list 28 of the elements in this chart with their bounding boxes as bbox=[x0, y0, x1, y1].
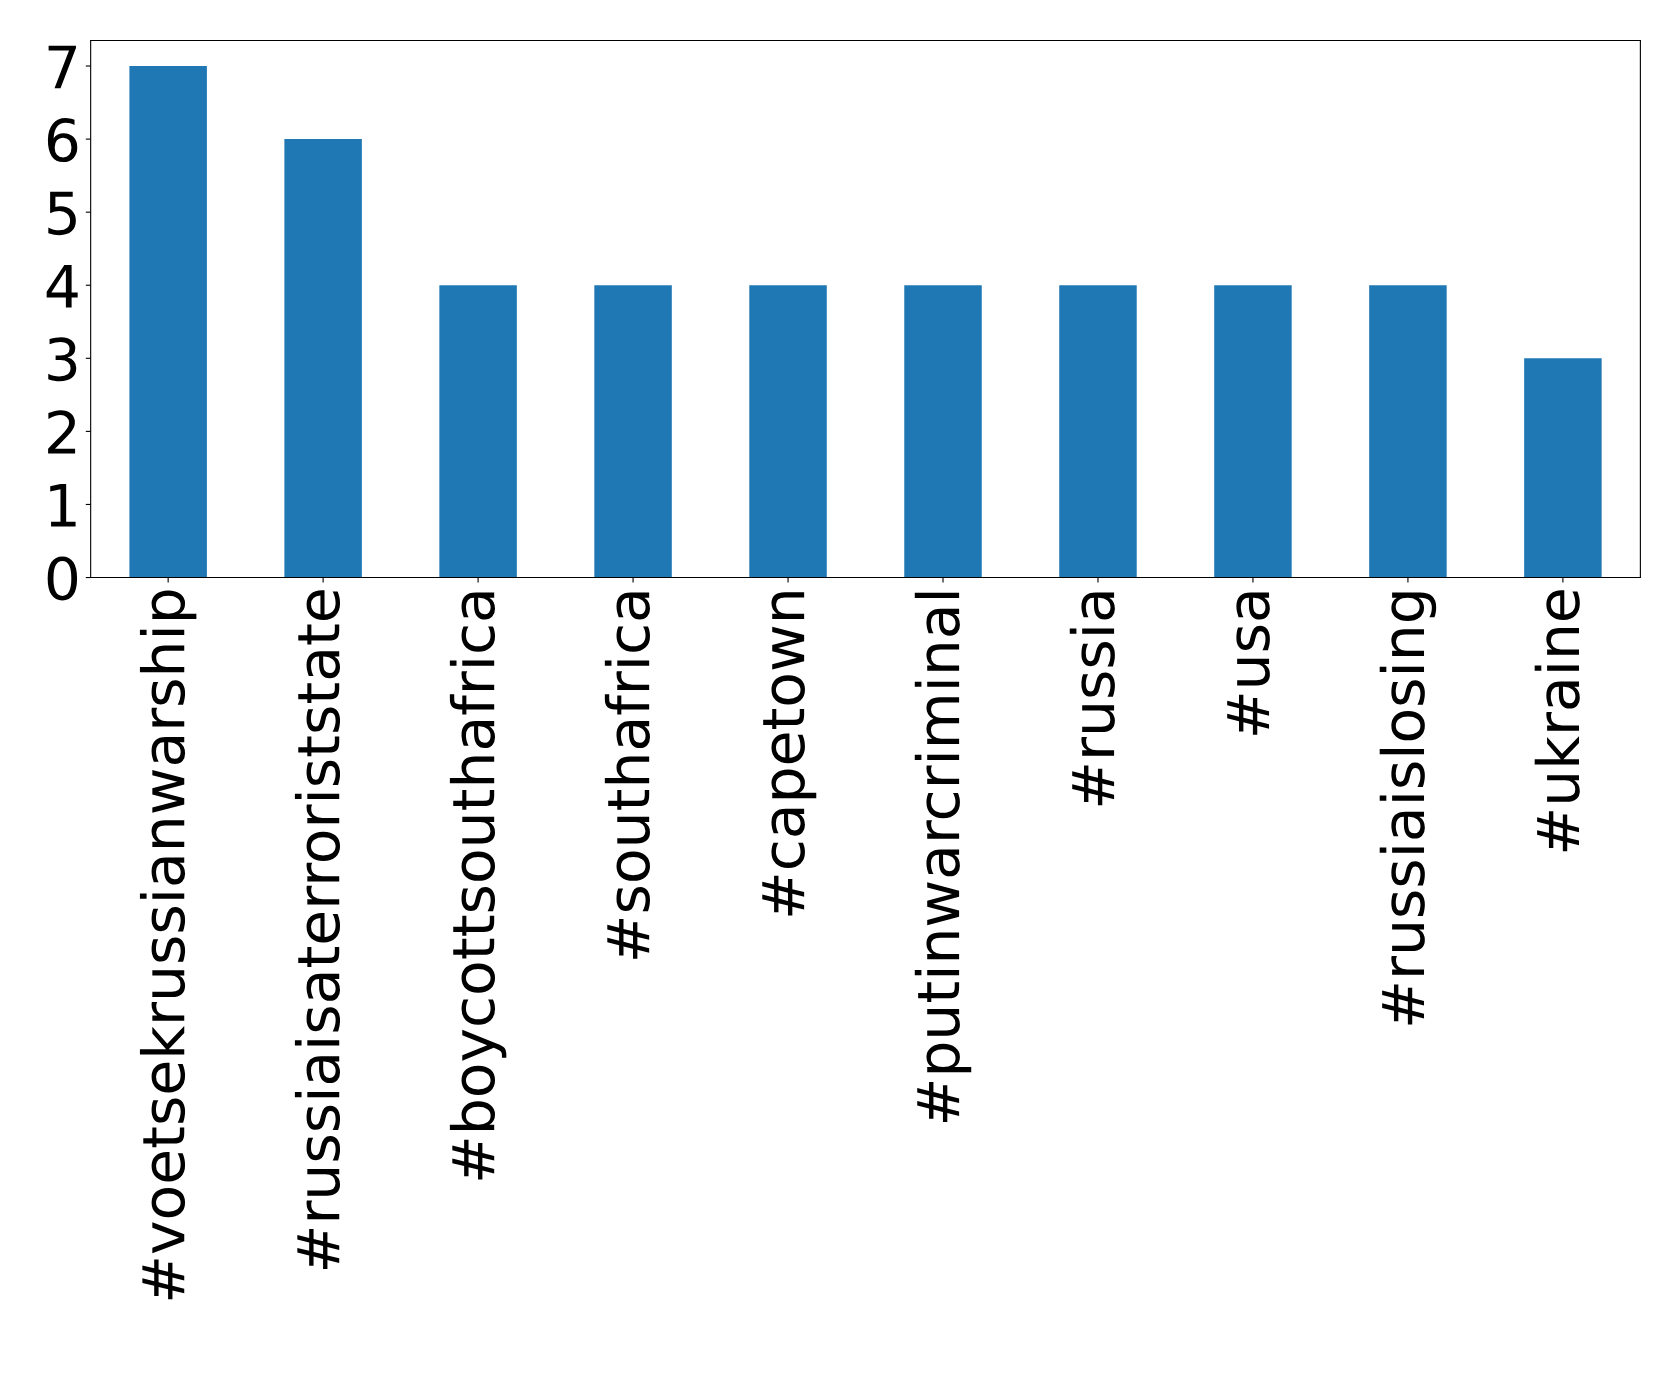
bar bbox=[1524, 358, 1602, 578]
bar bbox=[1059, 285, 1137, 578]
y-tick-label: 0 bbox=[47, 556, 78, 601]
x-tick-label: #russiaisaterroriststate bbox=[294, 590, 341, 1269]
y-tick-label: 1 bbox=[50, 484, 76, 527]
bar bbox=[1214, 285, 1292, 578]
x-tick-label: #russia bbox=[1069, 592, 1115, 806]
x-tick-label: #putinwarcriminal bbox=[914, 592, 972, 1122]
bar bbox=[594, 285, 672, 578]
bar bbox=[439, 285, 517, 578]
bar bbox=[1369, 285, 1447, 578]
y-tick-label: 3 bbox=[48, 337, 77, 382]
bar bbox=[749, 285, 827, 578]
x-tick-label: #usa bbox=[1227, 592, 1270, 735]
x-tick-label: #ukraine bbox=[1534, 590, 1580, 852]
x-tick-label: #russiaislosing bbox=[1379, 592, 1437, 1025]
x-tick-label: #capetown bbox=[762, 592, 817, 916]
bar bbox=[129, 66, 207, 578]
x-tick-label: #voetsekrussianwarship bbox=[139, 590, 197, 1300]
y-tick-label: 2 bbox=[48, 410, 76, 454]
y-tick-label: 6 bbox=[47, 117, 78, 163]
bar bbox=[284, 139, 362, 578]
y-tick-label: 7 bbox=[48, 45, 76, 89]
x-tick-label: #southafrica bbox=[604, 592, 650, 959]
y-tick-label: 5 bbox=[48, 191, 76, 236]
x-tick-label: #boycottsouthafrica bbox=[449, 592, 507, 1180]
y-tick-label: 4 bbox=[46, 264, 78, 308]
bar bbox=[904, 285, 982, 578]
